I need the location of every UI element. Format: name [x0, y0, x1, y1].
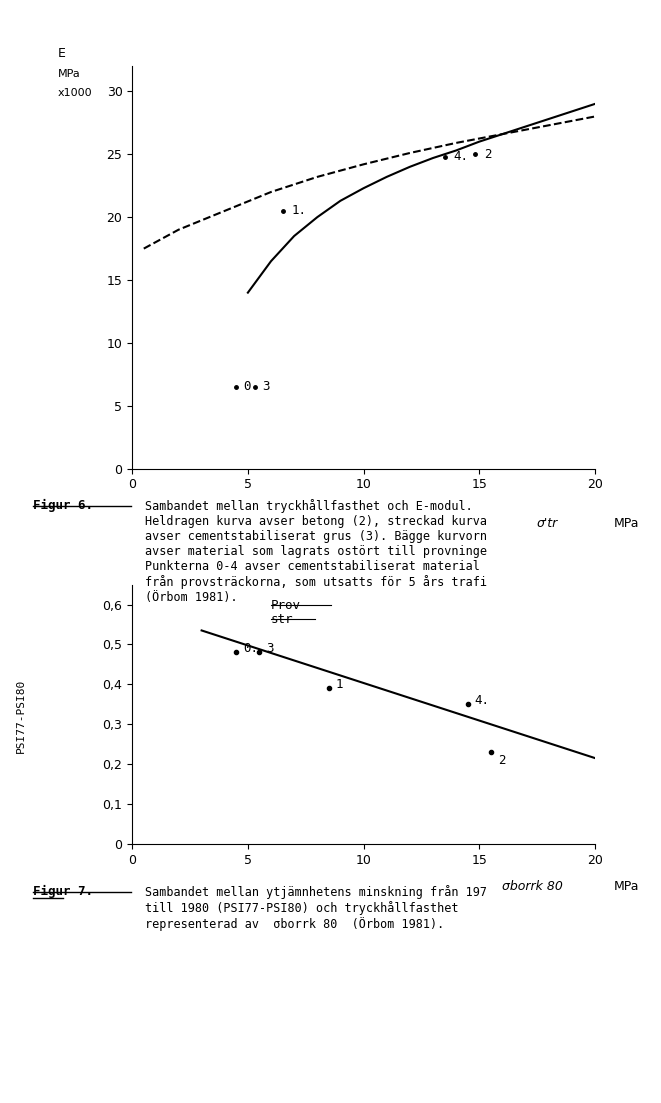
Text: Figur 6.: Figur 6.: [33, 499, 93, 512]
Text: 3: 3: [266, 642, 274, 655]
Text: 1.: 1.: [292, 204, 307, 217]
Text: MPa: MPa: [613, 516, 639, 529]
Text: 2: 2: [498, 753, 505, 767]
Text: σ'tr: σ'tr: [537, 516, 559, 529]
Text: E: E: [58, 47, 66, 60]
Text: MPa: MPa: [613, 880, 639, 893]
Text: x1000: x1000: [58, 87, 93, 98]
Text: 4.: 4.: [475, 694, 490, 707]
Text: Prov-: Prov-: [271, 599, 309, 611]
Text: 2: 2: [484, 148, 491, 161]
Text: Figur 7.: Figur 7.: [33, 885, 93, 898]
Text: Sambandet mellan tryckhållfasthet och E-modul.
Heldragen kurva avser betong (2),: Sambandet mellan tryckhållfasthet och E-…: [145, 499, 487, 603]
Text: Sambandet mellan ytjämnhetens minskning från 197
till 1980 (PSI77-PSI80) och try: Sambandet mellan ytjämnhetens minskning …: [145, 885, 487, 931]
Text: 1: 1: [336, 677, 343, 690]
Text: 4.: 4.: [453, 150, 469, 163]
Text: str: str: [271, 613, 293, 627]
Text: 0: 0: [243, 381, 251, 394]
Text: 0.: 0.: [243, 642, 258, 655]
Text: 3: 3: [262, 381, 269, 394]
Text: MPa: MPa: [58, 68, 81, 78]
Text: PSI77-PSI80: PSI77-PSI80: [16, 679, 26, 753]
Text: σborrk 80: σborrk 80: [502, 880, 563, 893]
